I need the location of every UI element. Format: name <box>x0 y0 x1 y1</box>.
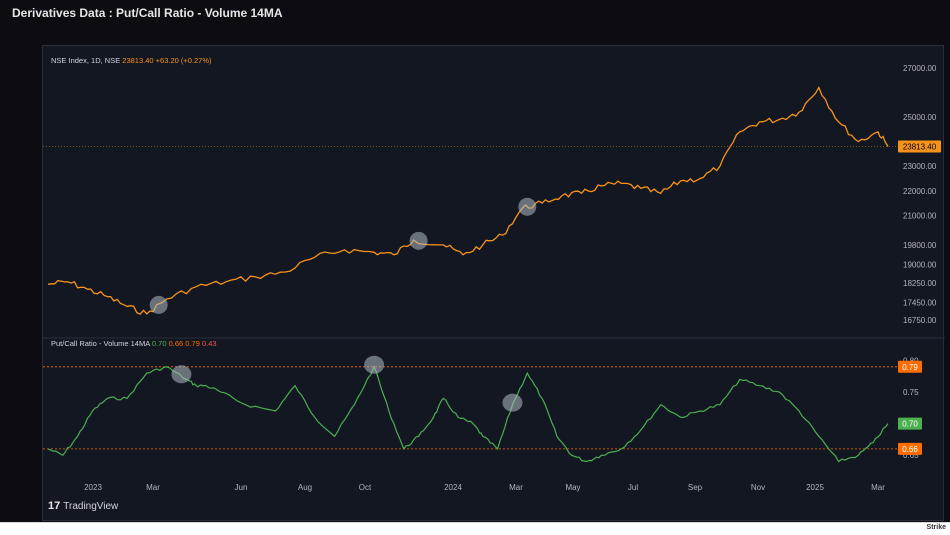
x-tick-label: Mar <box>146 483 160 492</box>
tradingview-mark-icon: 17 <box>48 500 61 512</box>
pcr-highlight-marker <box>502 393 523 412</box>
chart-svg[interactable]: 27000.00 25000.00 23000.00 22000.00 21000.00… <box>43 46 945 522</box>
pcr-current-badge-label: 0.70 <box>902 420 918 429</box>
footer-band <box>0 523 950 535</box>
price-highlight-marker <box>409 231 428 250</box>
price-highlight-marker <box>518 197 537 216</box>
pcr-upper-badge-label: 0.79 <box>902 363 918 372</box>
grid-layer <box>43 146 945 450</box>
price-last-badge-label: 23813.40 <box>903 143 937 152</box>
pcr-legend: Put/Call Ratio - Volume 14MA 0.70 0.66 0… <box>51 339 217 348</box>
footer-divider <box>0 522 950 523</box>
x-tick-label: 2024 <box>444 483 462 492</box>
pcr-series-line <box>47 365 889 463</box>
x-tick-label: Oct <box>359 483 372 492</box>
x-tick-label: Mar <box>509 483 523 492</box>
pcr-legend-value: 0.70 <box>152 339 169 348</box>
pcr-legend-value: 0.79 <box>185 339 202 348</box>
price-legend: NSE Index, 1D, NSE 23813.40 +63.20 (+0.2… <box>51 56 212 65</box>
price-tick-label: 23000.00 <box>903 162 937 171</box>
price-tick-label: 27000.00 <box>903 64 937 73</box>
tradingview-label: TradingView <box>63 500 119 512</box>
price-layer <box>47 86 889 315</box>
pcr-current-badge <box>898 417 922 430</box>
price-last-badge <box>898 140 941 153</box>
x-tick-label: Mar <box>871 483 885 492</box>
x-tick-label: 2023 <box>84 483 102 492</box>
legend-layer: NSE Index, 1D, NSE 23813.40 +63.20 (+0.2… <box>51 56 217 348</box>
pcr-legend-value: 0.43 <box>202 339 217 348</box>
price-legend-value: 23813.40 +63.20 (+0.27%) <box>122 56 212 65</box>
pcr-lower-badge <box>898 442 922 455</box>
price-tick-label: 19800.00 <box>903 241 937 250</box>
pcr-highlight-marker <box>364 355 385 374</box>
pcr-layer <box>47 355 889 463</box>
page-title: Derivatives Data : Put/Call Ratio - Volu… <box>12 6 283 20</box>
pcr-lower-badge-label: 0.66 <box>902 445 918 454</box>
price-tick-label: 18250.00 <box>903 279 937 288</box>
price-tick-label: 21000.00 <box>903 211 937 220</box>
price-tick-label: 16750.00 <box>903 316 937 325</box>
x-tick-label: Jul <box>628 483 638 492</box>
price-highlight-marker <box>149 295 168 314</box>
price-tick-label: 17450.00 <box>903 299 937 308</box>
pcr-legend-value: 0.66 <box>169 339 186 348</box>
price-series-line <box>47 86 889 315</box>
x-tick-label: May <box>565 483 580 492</box>
pcr-tick-label: 0.75 <box>903 388 919 397</box>
x-tick-label: Jun <box>235 483 248 492</box>
pcr-highlight-marker <box>171 365 192 384</box>
x-tick-label: Sep <box>688 483 703 492</box>
chart-frame[interactable]: 27000.00 25000.00 23000.00 22000.00 21000.00… <box>42 45 945 522</box>
brand-watermark: Strike <box>926 524 946 531</box>
price-tick-label: 25000.00 <box>903 113 937 122</box>
pcr-tick-label: 0.65 <box>903 451 919 460</box>
x-tick-label: Aug <box>298 483 312 492</box>
price-legend-symbol: NSE Index, 1D, NSE <box>51 56 122 65</box>
x-tick-label: 2025 <box>806 483 824 492</box>
pcr-upper-badge <box>898 360 922 373</box>
tradingview-logo[interactable]: 17 TradingView <box>48 500 118 512</box>
price-tick-label: 19000.00 <box>903 261 937 270</box>
axis-layer: 27000.00 25000.00 23000.00 22000.00 21000.00… <box>84 64 941 492</box>
x-tick-label: Nov <box>751 483 765 492</box>
price-tick-label: 22000.00 <box>903 187 937 196</box>
pcr-legend-title: Put/Call Ratio - Volume 14MA <box>51 339 152 348</box>
